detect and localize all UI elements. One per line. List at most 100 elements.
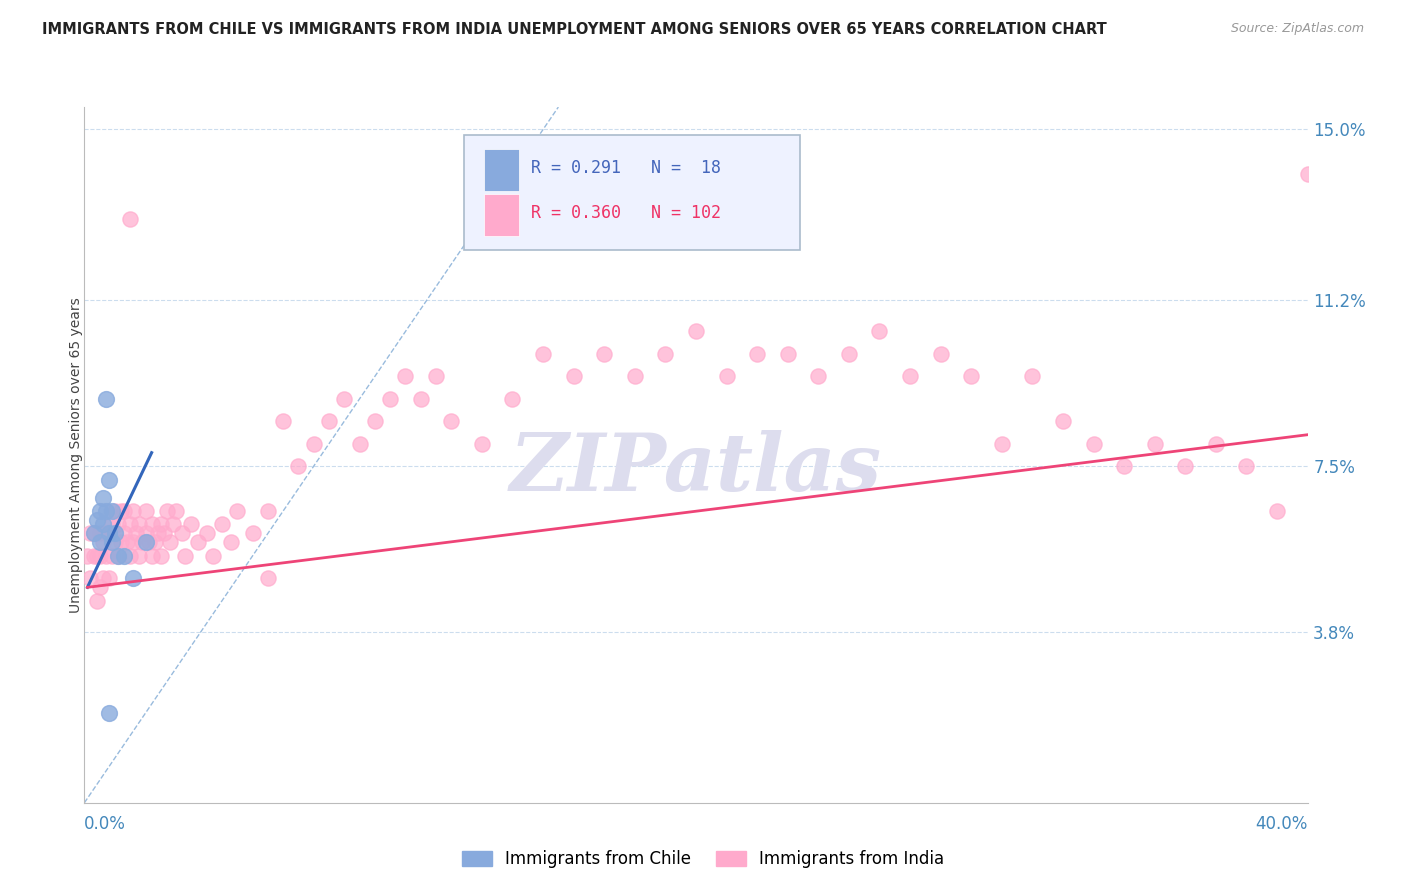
Point	[869, 325, 891, 339]
Point	[91, 535, 114, 549]
Point	[333, 392, 356, 406]
Point	[89, 535, 111, 549]
Point	[531, 347, 554, 361]
Point	[409, 392, 432, 406]
Point	[104, 504, 127, 518]
Point	[86, 513, 108, 527]
Point	[1143, 436, 1166, 450]
Point	[201, 549, 224, 563]
Point	[94, 526, 117, 541]
Point	[1236, 459, 1258, 474]
Point	[898, 369, 921, 384]
Point	[149, 549, 172, 563]
Point	[86, 549, 108, 563]
Point	[471, 436, 494, 450]
Point	[135, 535, 157, 549]
Point	[211, 517, 233, 532]
Point	[1205, 436, 1227, 450]
Point	[425, 369, 447, 384]
Point	[156, 504, 179, 518]
Point	[115, 535, 138, 549]
Text: ZIPatlas: ZIPatlas	[510, 430, 882, 508]
Text: R = 0.360   N = 102: R = 0.360 N = 102	[531, 203, 721, 222]
Point	[101, 549, 124, 563]
Point	[131, 535, 153, 549]
Legend: Immigrants from Chile, Immigrants from India: Immigrants from Chile, Immigrants from I…	[456, 844, 950, 875]
Point	[1265, 504, 1288, 518]
Point	[440, 414, 463, 428]
Point	[172, 526, 194, 541]
Text: IMMIGRANTS FROM CHILE VS IMMIGRANTS FROM INDIA UNEMPLOYMENT AMONG SENIORS OVER 6: IMMIGRANTS FROM CHILE VS IMMIGRANTS FROM…	[42, 22, 1107, 37]
Point	[97, 473, 120, 487]
Point	[349, 436, 371, 450]
Point	[94, 392, 117, 406]
Point	[593, 347, 616, 361]
Point	[101, 504, 124, 518]
FancyBboxPatch shape	[464, 135, 800, 250]
Point	[122, 535, 145, 549]
Point	[1052, 414, 1074, 428]
Point	[257, 571, 280, 585]
Text: R = 0.291   N =  18: R = 0.291 N = 18	[531, 160, 721, 178]
Point	[159, 535, 181, 549]
FancyBboxPatch shape	[484, 194, 519, 235]
Point	[91, 571, 114, 585]
Point	[112, 526, 135, 541]
Point	[89, 580, 111, 594]
Point	[135, 526, 157, 541]
Y-axis label: Unemployment Among Seniors over 65 years: Unemployment Among Seniors over 65 years	[69, 297, 83, 613]
Point	[120, 549, 142, 563]
Point	[807, 369, 830, 384]
Point	[97, 706, 120, 720]
Point	[318, 414, 340, 428]
Point	[991, 436, 1014, 450]
Point	[271, 414, 294, 428]
Point	[195, 526, 218, 541]
Point	[135, 504, 157, 518]
Point	[128, 549, 150, 563]
Point	[502, 392, 524, 406]
Point	[141, 549, 163, 563]
Point	[86, 594, 108, 608]
Point	[101, 517, 124, 532]
Point	[960, 369, 983, 384]
Point	[89, 526, 111, 541]
Point	[364, 414, 387, 428]
Point	[186, 535, 208, 549]
Point	[146, 526, 169, 541]
Point	[1174, 459, 1197, 474]
Point	[1296, 167, 1319, 181]
Point	[91, 491, 114, 505]
Point	[1114, 459, 1136, 474]
Point	[1083, 436, 1105, 450]
Point	[101, 535, 124, 549]
Point	[287, 459, 309, 474]
FancyBboxPatch shape	[484, 149, 519, 191]
Point	[165, 504, 187, 518]
Text: 0.0%: 0.0%	[84, 815, 127, 833]
Point	[97, 571, 120, 585]
Point	[128, 517, 150, 532]
Point	[219, 535, 242, 549]
Point	[97, 526, 120, 541]
Point	[83, 526, 105, 541]
Point	[79, 526, 101, 541]
Point	[257, 504, 280, 518]
Point	[89, 504, 111, 518]
Point	[79, 571, 101, 585]
Point	[120, 517, 142, 532]
Text: Source: ZipAtlas.com: Source: ZipAtlas.com	[1230, 22, 1364, 36]
Point	[122, 504, 145, 518]
Point	[226, 504, 249, 518]
Point	[394, 369, 416, 384]
Point	[776, 347, 799, 361]
Point	[141, 517, 163, 532]
Point	[180, 517, 202, 532]
Point	[242, 526, 264, 541]
Point	[562, 369, 585, 384]
Point	[143, 535, 166, 549]
Point	[104, 535, 127, 549]
Point	[149, 517, 172, 532]
Point	[747, 347, 769, 361]
Point	[83, 526, 105, 541]
